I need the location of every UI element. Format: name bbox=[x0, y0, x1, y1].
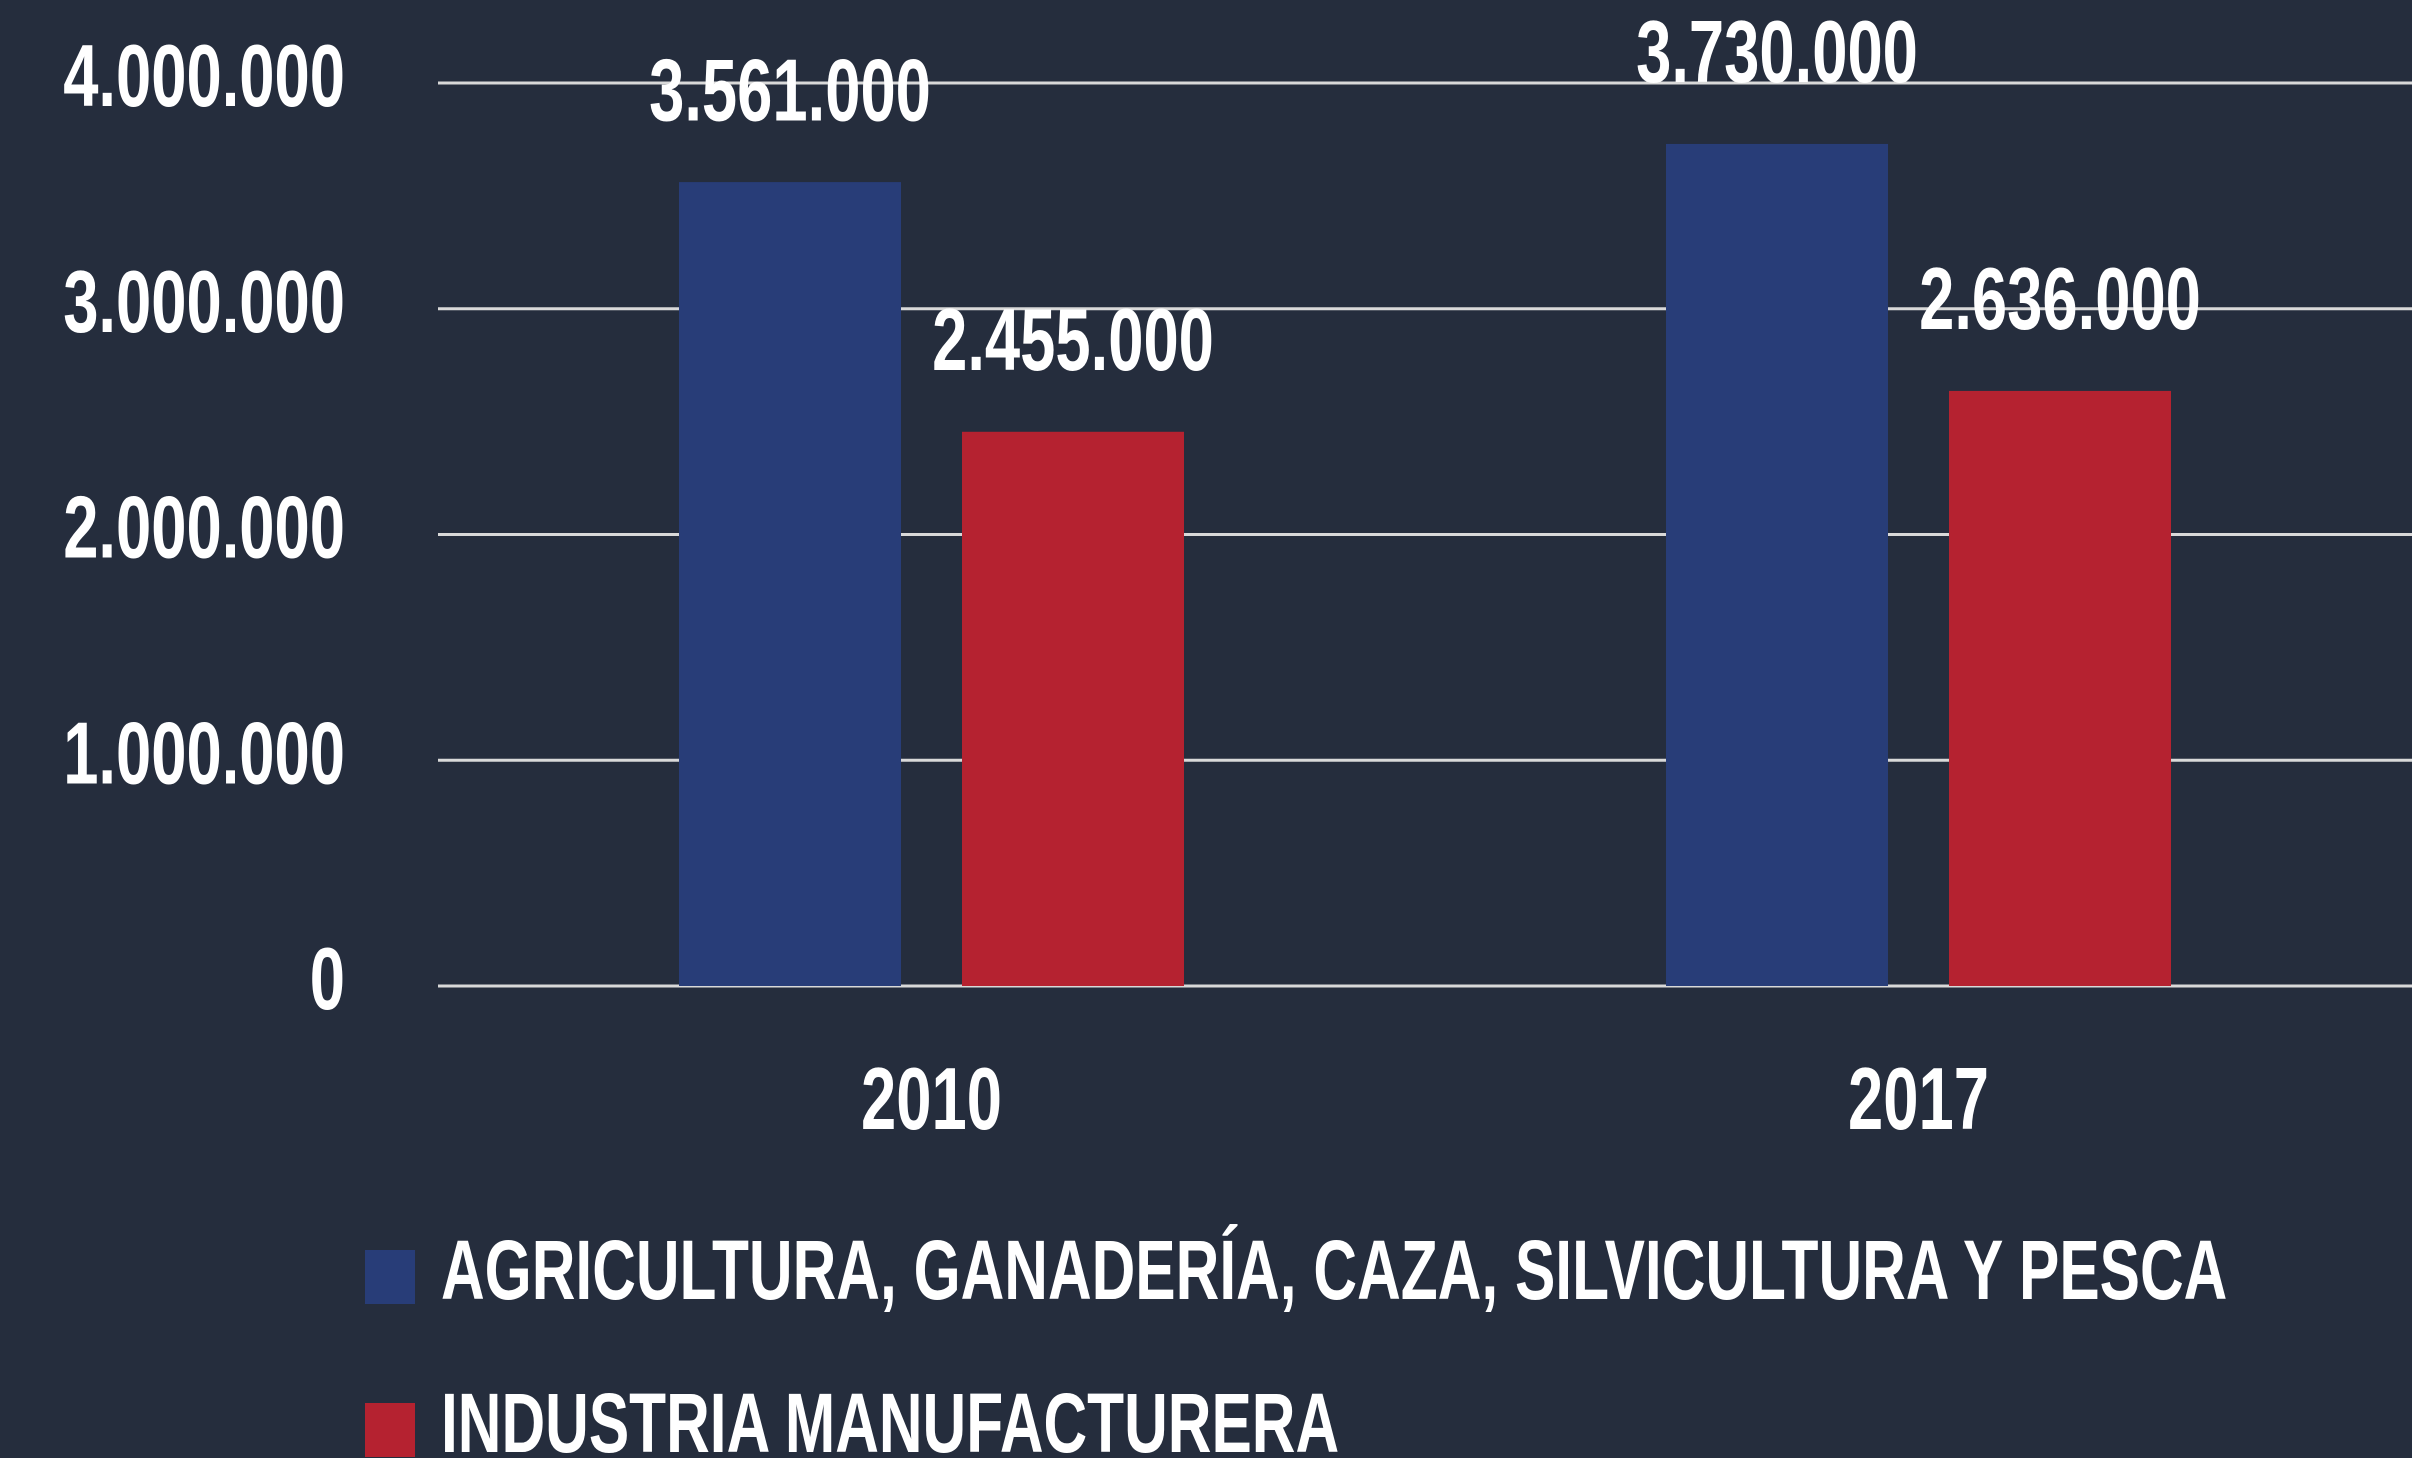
bar bbox=[962, 431, 1184, 986]
legend-label: INDUSTRIA MANUFACTURERA bbox=[441, 1376, 1339, 1458]
bar bbox=[1949, 390, 2171, 987]
legend-label: AGRICULTURA, GANADERÍA, CAZA, SILVICULTU… bbox=[441, 1223, 2227, 1317]
data-label: 3.730.000 bbox=[1636, 4, 1918, 102]
bar bbox=[1666, 143, 1888, 986]
y-tick-label: 1.000.000 bbox=[63, 705, 345, 803]
x-tick-label: 2017 bbox=[1848, 1051, 1989, 1149]
bar bbox=[679, 182, 901, 986]
x-tick-label: 2010 bbox=[861, 1051, 1002, 1149]
y-tick-label: 4.000.000 bbox=[63, 28, 345, 126]
legend-swatch bbox=[365, 1250, 415, 1304]
data-label: 2.636.000 bbox=[1919, 251, 2201, 349]
data-label: 3.561.000 bbox=[649, 42, 931, 140]
legend-swatch bbox=[365, 1403, 415, 1457]
y-tick-label: 3.000.000 bbox=[63, 254, 345, 352]
data-label: 2.455.000 bbox=[932, 292, 1214, 390]
y-tick-label: 2.000.000 bbox=[63, 480, 345, 578]
y-tick-label: 0 bbox=[310, 931, 345, 1029]
